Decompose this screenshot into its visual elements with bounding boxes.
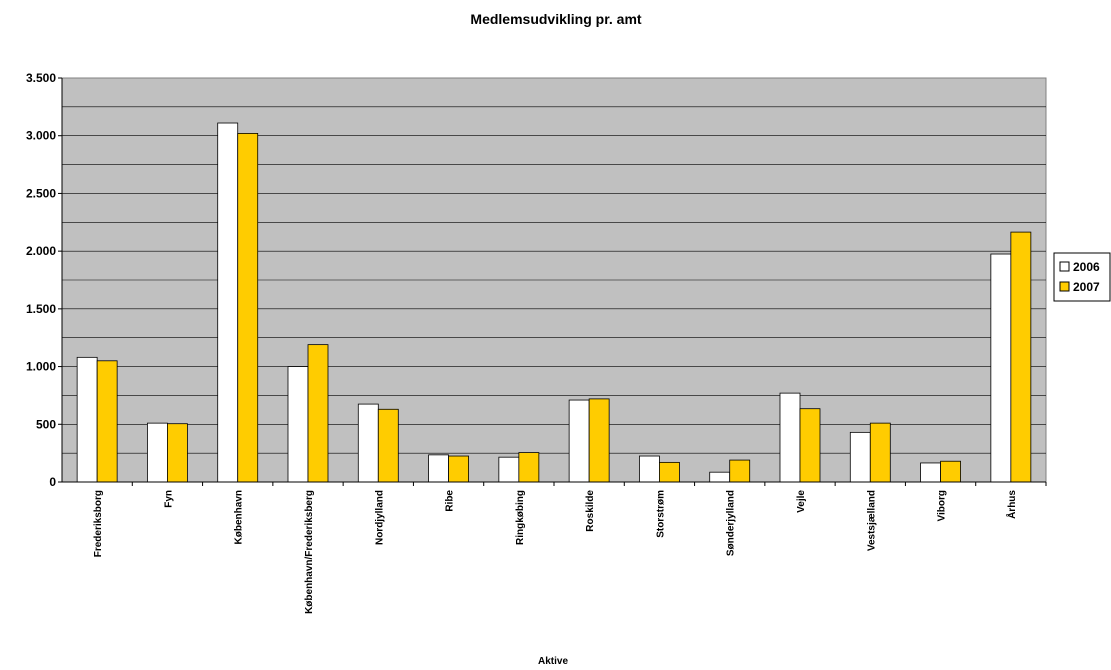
bar-2006-5 xyxy=(357,403,379,483)
y-tick-label: 500 xyxy=(36,417,56,431)
y-tick-label: 2.500 xyxy=(26,186,56,200)
x-category-label: Ringkøbing xyxy=(515,490,526,545)
bar-2006-4 xyxy=(287,366,309,483)
x-category-label: Vestsjælland xyxy=(866,490,877,551)
x-category-label: Storstrøm xyxy=(655,490,666,538)
y-tick-label: 1.500 xyxy=(26,302,56,316)
x-category-label: København/Frederiksberg xyxy=(304,490,315,614)
bars xyxy=(76,122,1032,483)
x-category-label: Fyn xyxy=(163,490,174,508)
bar-2007-11 xyxy=(799,408,821,483)
bar-2007-13 xyxy=(940,460,961,483)
bar-2007-10 xyxy=(729,459,751,483)
bar-2007-4 xyxy=(307,344,329,483)
bar-2006-6 xyxy=(428,454,449,483)
legend: 2006 2007 xyxy=(1053,252,1111,302)
bar-2006-14 xyxy=(990,253,1012,483)
y-tick-label: 2.000 xyxy=(26,244,56,258)
bar-2007-3 xyxy=(237,133,259,483)
bar-2006-12 xyxy=(849,431,871,483)
bar-2007-9 xyxy=(659,461,680,483)
bar-2007-7 xyxy=(518,452,540,483)
bar-2007-1 xyxy=(96,360,118,483)
legend-box xyxy=(1053,252,1111,302)
bar-2006-3 xyxy=(217,122,239,483)
bar-2007-8 xyxy=(588,398,610,483)
bar-2007-2 xyxy=(167,423,188,483)
legend-label-2007: 2007 xyxy=(1073,280,1100,294)
y-tick-label: 3.000 xyxy=(26,129,56,143)
bar-2006-2 xyxy=(147,422,168,483)
bar-2006-11 xyxy=(779,392,801,483)
x-category-label: Viborg xyxy=(937,490,948,521)
bar-2006-1 xyxy=(76,356,98,483)
x-category-label: Roskilde xyxy=(585,490,596,532)
bar-2006-7 xyxy=(498,456,520,483)
x-axis-label: Aktive xyxy=(538,656,568,667)
x-category-label: Århus xyxy=(1005,490,1018,519)
bar-2006-13 xyxy=(920,462,941,483)
y-tick-label: 1.000 xyxy=(26,360,56,374)
bar-2007-14 xyxy=(1010,231,1032,483)
x-category-label: Vejle xyxy=(796,490,807,513)
bar-2007-5 xyxy=(377,408,399,483)
x-category-label: Nordjylland xyxy=(374,490,385,545)
legend-swatch-2006 xyxy=(1059,261,1070,272)
bar-2007-6 xyxy=(448,455,469,483)
y-axis-ticks: 0 500 1.000 1.500 2.000 2.500 3.000 3.500 xyxy=(26,71,62,489)
x-category-label: Frederiksborg xyxy=(93,490,104,557)
bar-2006-8 xyxy=(568,399,590,483)
y-tick-label: 0 xyxy=(49,475,56,489)
y-tick-label: 3.500 xyxy=(26,71,56,85)
x-category-label: København xyxy=(234,490,245,544)
x-category-label: Ribe xyxy=(445,490,456,512)
bar-2006-9 xyxy=(639,455,660,483)
chart-title: Medlemsudvikling pr. amt xyxy=(470,11,641,27)
legend-swatch-2007 xyxy=(1059,281,1070,292)
legend-label-2006: 2006 xyxy=(1073,260,1100,274)
x-category-label: Sønderjylland xyxy=(726,490,737,556)
x-axis-categories: Frederiksborg Fyn København København/Frede… xyxy=(93,482,1047,614)
bar-2007-12 xyxy=(869,422,891,483)
bar-2006-10 xyxy=(709,471,731,483)
